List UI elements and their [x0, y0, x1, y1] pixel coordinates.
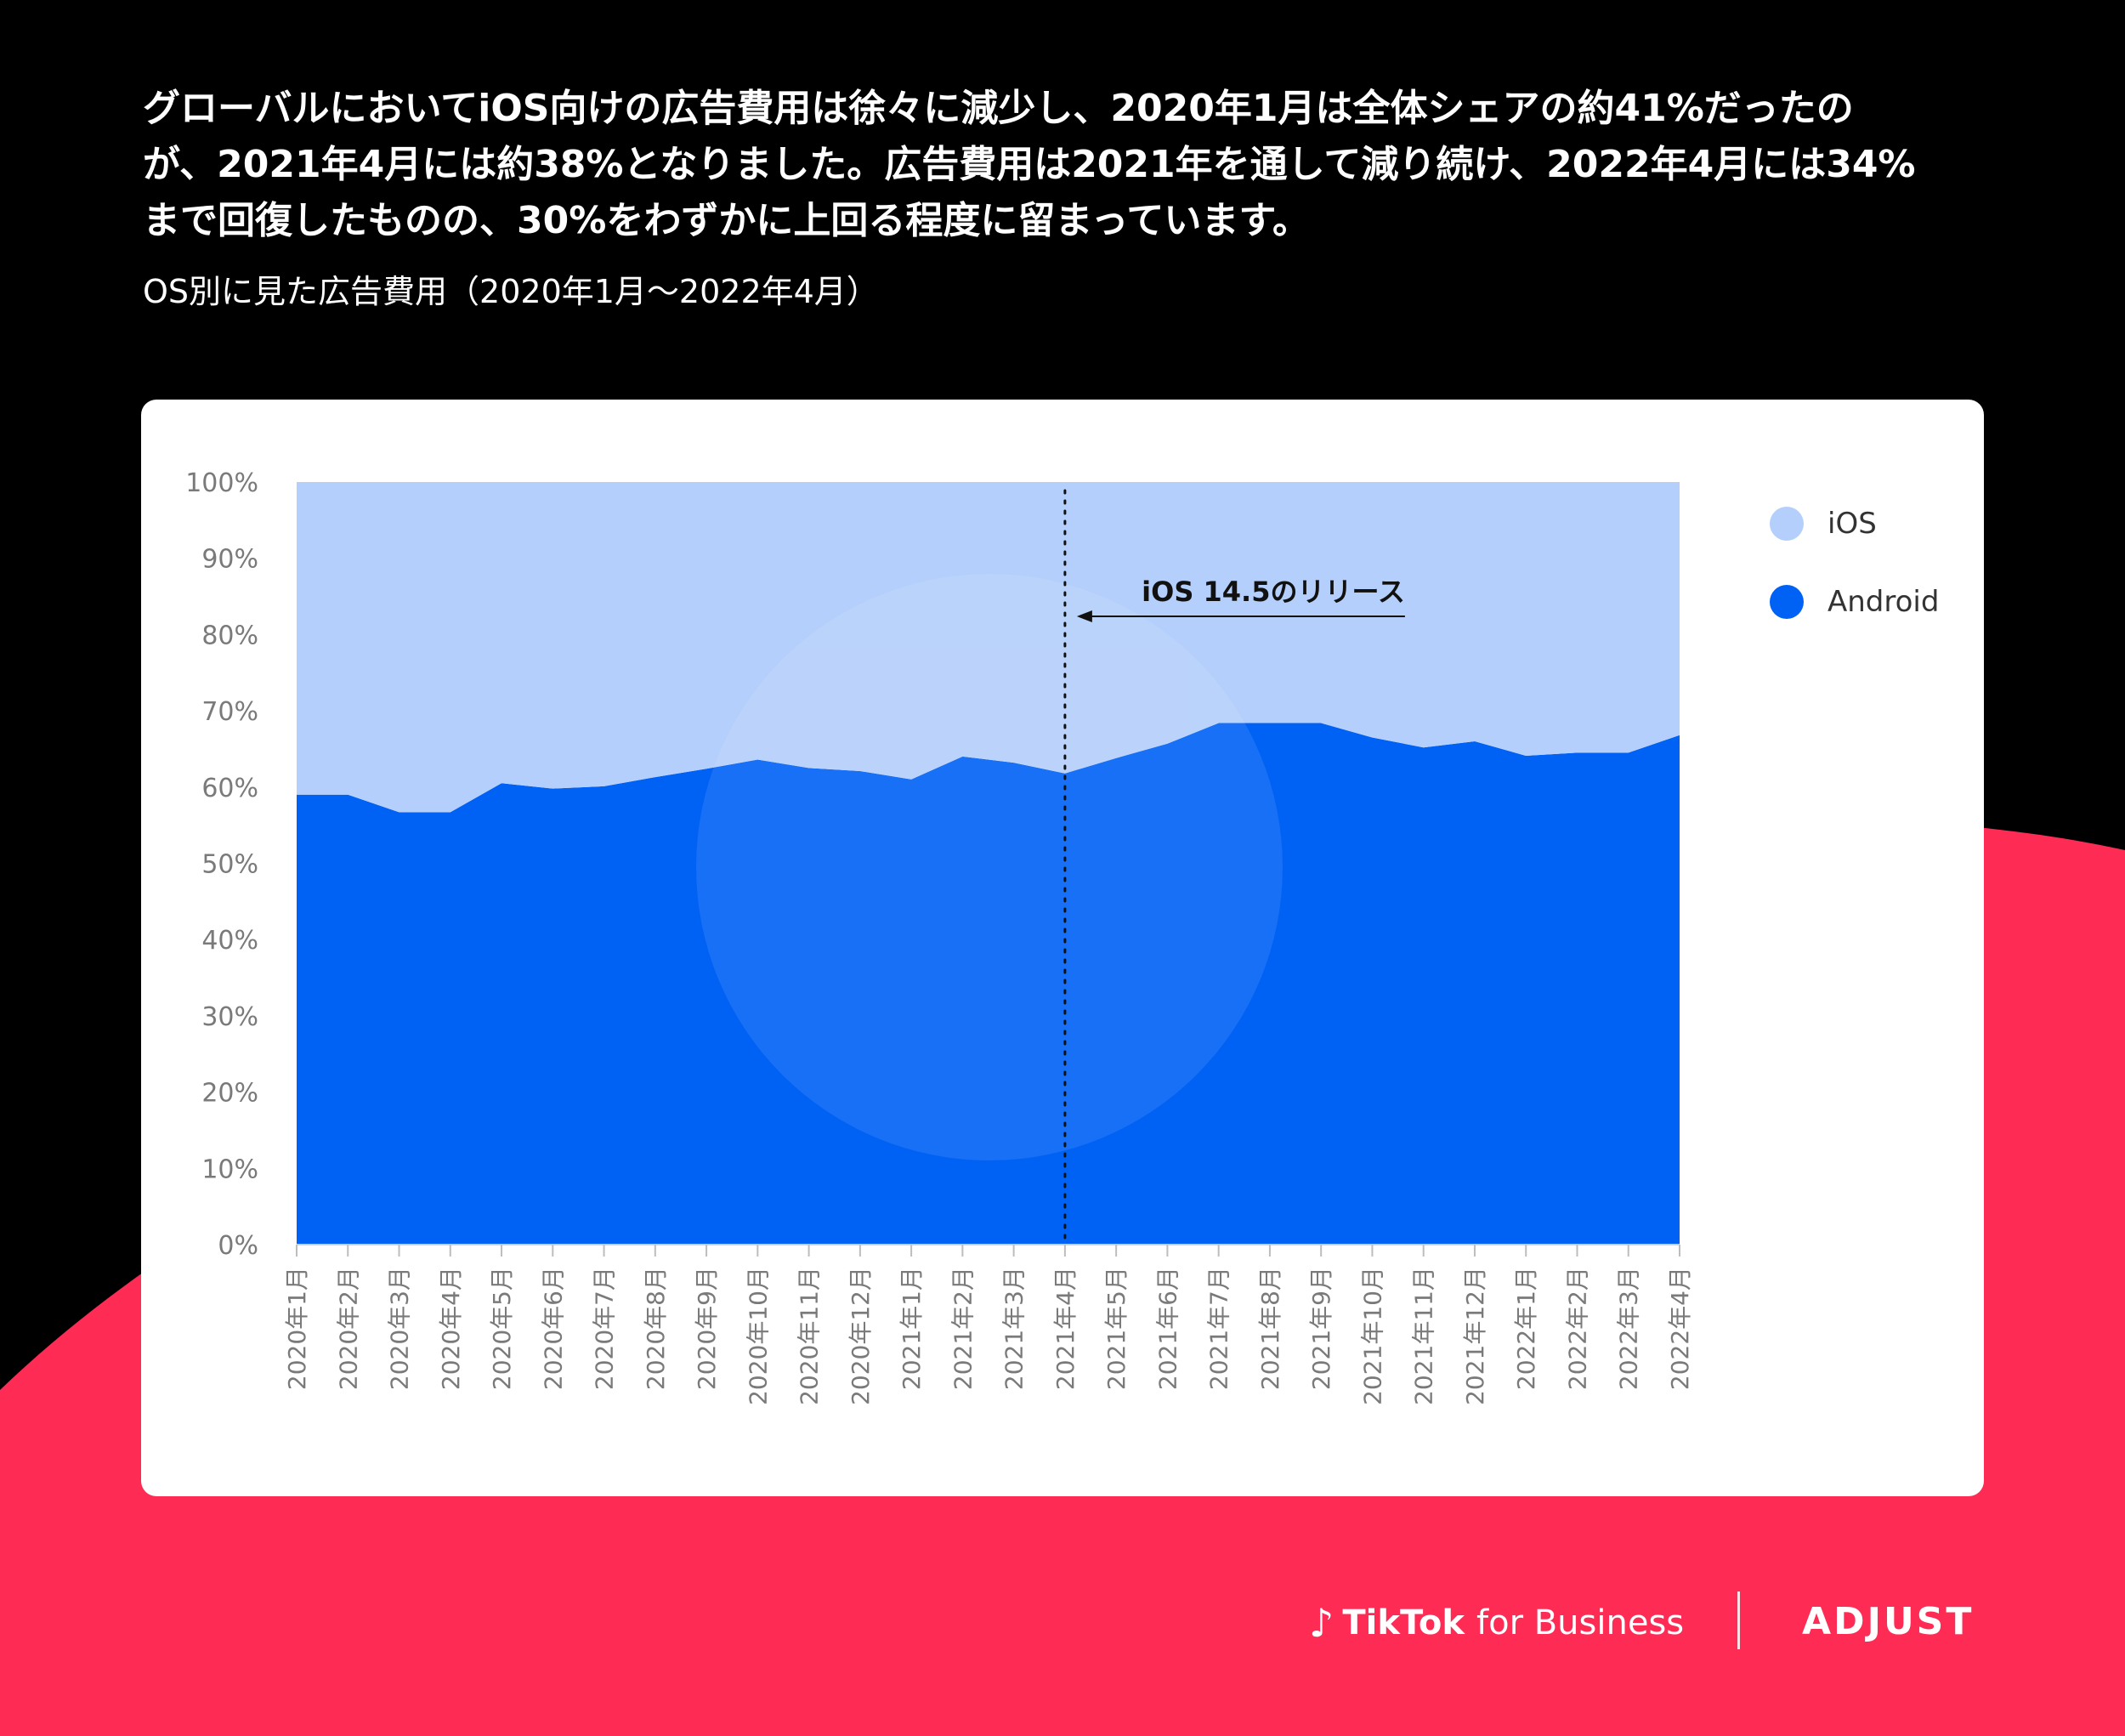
y-tick-label: 80%: [201, 621, 258, 650]
chart-subtitle: OS別に見た広告費用（2020年1月〜2022年4月）: [143, 273, 879, 310]
y-tick-label: 30%: [201, 1002, 258, 1032]
y-tick-label: 90%: [201, 545, 258, 575]
legend-item-android: Android: [1770, 563, 1939, 641]
x-tick-label: 2020年9月: [693, 1267, 721, 1390]
adjust-logo: ADJUST: [1802, 1600, 1975, 1643]
x-tick-label: 2021年1月: [898, 1267, 926, 1390]
chart-card: 0% 10% 20% 30% 40% 50% 60% 70% 80% 90% 100% 2020年1月…: [141, 400, 1984, 1496]
legend-swatch-ios: [1770, 507, 1804, 541]
headline-line-2: が、2021年4月には約38%となりました。広告費用は2021年を通して減り続け…: [143, 143, 1916, 186]
legend-swatch-android: [1770, 585, 1804, 619]
legend-label-android: Android: [1828, 585, 1940, 619]
headline-line-3: まで回復したものの、30%をわずかに上回る程度に留まっています。: [143, 199, 1310, 242]
y-tick-label: 50%: [201, 850, 258, 880]
x-tick-label: 2020年2月: [334, 1267, 362, 1390]
y-tick-label: 60%: [201, 774, 258, 803]
x-tick-label: 2021年10月: [1358, 1267, 1386, 1405]
x-tick-label: 2021年7月: [1205, 1267, 1233, 1390]
x-tick-label: 2021年5月: [1102, 1267, 1130, 1390]
headline-line-1: グローバルにおいてiOS向けの広告費用は徐々に減少し、2020年1月は全体シェア…: [143, 87, 1854, 130]
legend: iOS Android: [1770, 485, 1939, 641]
tiktok-note-icon: ♪: [1309, 1600, 1334, 1646]
footer-logos: ♪ TikTok for Business ADJUST: [1309, 1590, 1989, 1658]
x-tick-label: 2022年1月: [1512, 1267, 1540, 1390]
tiktok-for-business-logo: ♪ TikTok for Business: [1309, 1600, 1684, 1646]
legend-item-ios: iOS: [1770, 485, 1939, 563]
y-tick-label: 70%: [201, 697, 258, 727]
tiktok-wordmark: TikTok: [1342, 1603, 1465, 1642]
x-tick-label: 2020年4月: [437, 1267, 465, 1390]
release-arrow-head: [1076, 610, 1092, 622]
x-tick-label: 2020年12月: [847, 1267, 875, 1405]
x-tick-label: 2020年8月: [642, 1267, 670, 1390]
y-tick-label: 20%: [201, 1079, 258, 1109]
y-tick-label: 100%: [185, 468, 258, 498]
y-tick-label: 10%: [201, 1154, 258, 1184]
axes: 0% 10% 20% 30% 40% 50% 60% 70% 80% 90% 100% 2020年1月…: [185, 468, 1694, 1405]
x-tick-label: 2022年3月: [1615, 1267, 1643, 1390]
x-tick-label: 2020年11月: [796, 1267, 824, 1405]
x-tick-label: 2021年6月: [1153, 1267, 1182, 1390]
x-tick-label: 2021年12月: [1461, 1267, 1489, 1405]
watermark-logo: [696, 574, 1283, 1160]
footer-divider: [1737, 1591, 1740, 1649]
x-tick-label: 2020年5月: [488, 1267, 516, 1390]
watermark-glyph: [722, 696, 1175, 1068]
x-tick-label: 2021年9月: [1307, 1267, 1335, 1390]
x-tick-label: 2020年3月: [386, 1267, 414, 1390]
annotation: iOS 14.5のリリース: [1063, 489, 1405, 1246]
watermark-circle: [696, 574, 1283, 1160]
x-tick-label: 2021年4月: [1051, 1267, 1080, 1390]
x-tick-label: 2022年2月: [1563, 1267, 1591, 1390]
x-tick-label: 2022年4月: [1666, 1267, 1694, 1390]
y-tick-label: 0%: [218, 1231, 258, 1261]
tiktok-suffix: for Business: [1476, 1603, 1685, 1642]
x-tick-label: 2021年2月: [949, 1267, 977, 1390]
area-ios: [297, 482, 1680, 813]
x-tick-label: 2021年3月: [1000, 1267, 1028, 1390]
area-chart: 0% 10% 20% 30% 40% 50% 60% 70% 80% 90% 100% 2020年1月…: [185, 468, 1694, 1405]
x-tick-label: 2020年10月: [744, 1267, 772, 1405]
areas: [297, 482, 1680, 1245]
x-tick-label: 2020年1月: [283, 1267, 311, 1390]
legend-label-ios: iOS: [1828, 507, 1877, 541]
area-android: [297, 723, 1680, 1245]
headline: グローバルにおいてiOS向けの広告費用は徐々に減少し、2020年1月は全体シェア…: [143, 81, 2013, 249]
x-tick-label: 2021年8月: [1256, 1267, 1284, 1390]
x-tick-label: 2021年11月: [1410, 1267, 1438, 1405]
x-tick-label: 2020年6月: [539, 1267, 567, 1390]
release-annotation-label: iOS 14.5のリリース: [1142, 576, 1405, 608]
y-tick-label: 40%: [201, 926, 258, 956]
x-tick-label: 2020年7月: [591, 1267, 619, 1390]
